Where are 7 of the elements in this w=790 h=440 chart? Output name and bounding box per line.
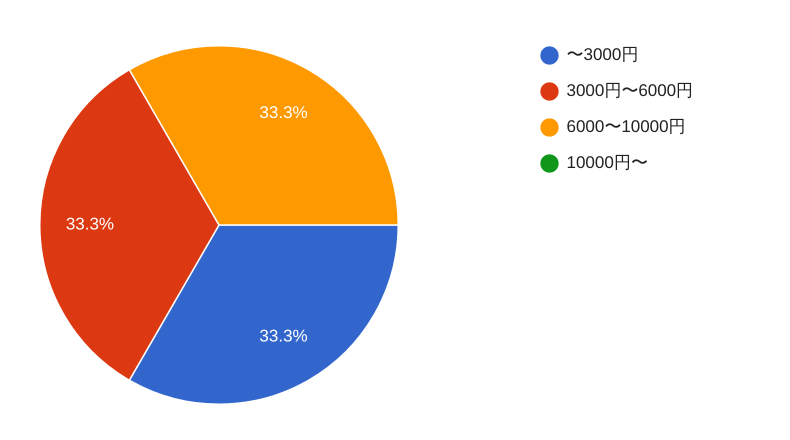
data-label: 33.3% xyxy=(259,102,308,122)
data-label: 33.3% xyxy=(66,214,114,234)
legend-label: 〜3000円 xyxy=(566,45,638,64)
legend-label: 10000円〜 xyxy=(566,153,648,172)
legend-label: 3000円〜6000円 xyxy=(566,81,694,100)
data-label: 33.3% xyxy=(259,326,308,346)
legend-label: 6000〜10000円 xyxy=(566,117,686,136)
